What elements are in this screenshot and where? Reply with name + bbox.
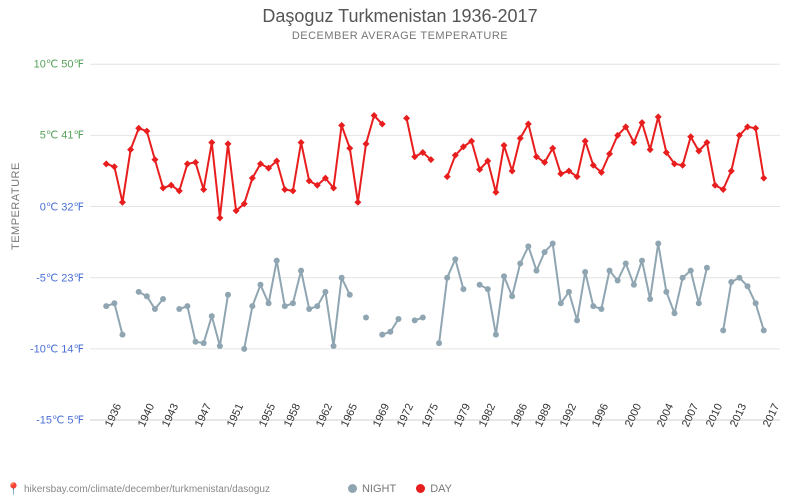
legend-marker-icon bbox=[348, 484, 357, 493]
legend-label: NIGHT bbox=[362, 483, 396, 495]
plot-svg bbox=[90, 50, 780, 420]
attribution: 📍 hikersbay.com/climate/december/turkmen… bbox=[6, 482, 270, 496]
attribution-text: hikersbay.com/climate/december/turkmenis… bbox=[24, 484, 270, 495]
y-tick-label: 0℃ 32℉ bbox=[40, 200, 84, 213]
legend-marker-icon bbox=[416, 484, 425, 493]
y-tick-label: -5℃ 23℉ bbox=[36, 271, 84, 284]
pin-icon: 📍 bbox=[6, 482, 21, 496]
chart-container: Daşoguz Turkmenistan 1936-2017 December … bbox=[0, 0, 800, 500]
y-tick-label: -10℃ 14℉ bbox=[30, 342, 84, 355]
legend-label: DAY bbox=[430, 483, 452, 495]
chart-title: Daşoguz Turkmenistan 1936-2017 bbox=[0, 6, 800, 27]
y-tick-label: -15℃ 5℉ bbox=[36, 414, 84, 427]
plot-area bbox=[90, 50, 780, 420]
x-axis-ticks: 1936194019431947195119551958196219651969… bbox=[90, 420, 780, 470]
legend-item: DAY bbox=[416, 483, 452, 495]
y-axis-ticks: -15℃ 5℉-10℃ 14℉-5℃ 23℉0℃ 32℉5℃ 41℉10℃ 50… bbox=[0, 50, 90, 420]
legend-item: NIGHT bbox=[348, 483, 396, 495]
chart-subtitle: December average temperature bbox=[0, 30, 800, 42]
y-tick-label: 5℃ 41℉ bbox=[40, 129, 84, 142]
y-tick-label: 10℃ 50℉ bbox=[34, 58, 84, 71]
